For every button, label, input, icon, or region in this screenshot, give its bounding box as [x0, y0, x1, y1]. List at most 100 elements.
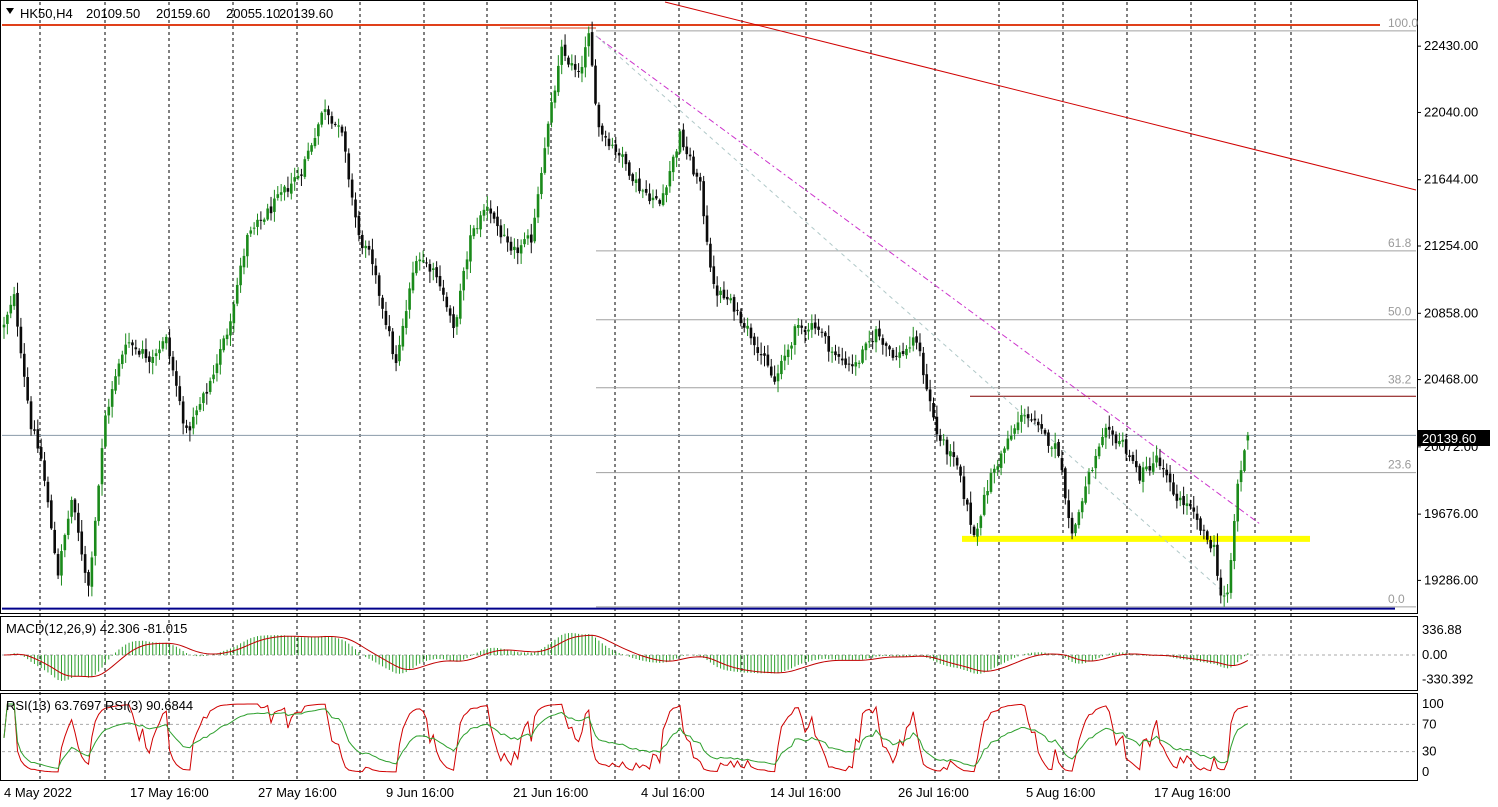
header-open: 20109.50 — [86, 6, 140, 21]
candle-117 — [398, 335, 401, 366]
candle-273 — [925, 363, 929, 392]
candle-315 — [1067, 489, 1070, 529]
candle-1 — [6, 311, 9, 335]
candle-284 — [962, 465, 966, 506]
price-tick-2: 21644.00 — [1424, 172, 1478, 187]
candle-277 — [938, 428, 942, 447]
candle-343 — [1162, 459, 1165, 478]
candle-91 — [310, 142, 313, 155]
candle-252 — [854, 354, 858, 376]
candle-62 — [212, 365, 215, 384]
candle-48 — [164, 334, 168, 350]
price-tick-0: 22430.00 — [1424, 38, 1478, 53]
candle-328 — [1111, 425, 1114, 446]
candle-281 — [952, 441, 956, 467]
candle-83 — [283, 184, 286, 201]
candle-333 — [1128, 449, 1131, 462]
candle-86 — [293, 167, 296, 191]
candle-190 — [644, 180, 648, 196]
candle-156 — [529, 223, 533, 254]
rsi-panel[interactable] — [0, 693, 1418, 781]
candle-3 — [12, 286, 16, 310]
candle-296 — [1003, 446, 1006, 464]
candle-119 — [404, 299, 408, 335]
candle-72 — [246, 233, 249, 268]
candle-47 — [161, 337, 165, 352]
rsi13-line — [3, 703, 1249, 769]
candle-228 — [773, 365, 776, 385]
candle-30 — [104, 411, 107, 448]
candle-241 — [817, 318, 820, 336]
candle-354 — [1199, 516, 1202, 536]
candle-9 — [33, 420, 36, 435]
price-panel[interactable] — [0, 0, 1418, 614]
candle-211 — [715, 276, 719, 307]
candle-100 — [340, 124, 344, 137]
candle-111 — [377, 272, 381, 306]
candle-5 — [19, 317, 23, 359]
rsi3-line — [3, 703, 1248, 773]
candle-159 — [540, 167, 543, 200]
macd-label: MACD(12,26,9) 42.306 -81.015 — [6, 621, 187, 636]
candle-139 — [472, 225, 476, 240]
candle-146 — [496, 206, 499, 236]
dashed-trend-line[interactable] — [595, 35, 1261, 525]
candle-346 — [1172, 473, 1175, 497]
symbol-dropdown-icon[interactable] — [6, 8, 14, 14]
candle-115 — [391, 327, 394, 360]
candle-129 — [438, 265, 442, 291]
candle-280 — [949, 444, 952, 467]
candle-323 — [1094, 449, 1098, 479]
rsi-label: RSI(13) 63.7697 RSI(3) 90.6844 — [6, 698, 193, 713]
candle-50 — [171, 351, 175, 377]
candle-44 — [151, 349, 155, 375]
candle-231 — [783, 344, 787, 371]
macd-panel[interactable] — [0, 616, 1418, 691]
candle-24 — [83, 545, 87, 584]
candle-217 — [736, 302, 739, 316]
candle-269 — [911, 326, 915, 352]
candle-317 — [1074, 522, 1077, 537]
candle-307 — [1040, 414, 1043, 435]
candle-126 — [428, 259, 432, 283]
candle-56 — [191, 407, 195, 435]
candle-236 — [800, 319, 803, 335]
candle-325 — [1101, 428, 1104, 448]
candle-192 — [651, 189, 655, 209]
candle-155 — [526, 229, 530, 245]
candle-157 — [533, 208, 536, 244]
candle-301 — [1020, 405, 1023, 433]
candle-8 — [29, 396, 33, 436]
candle-16 — [56, 548, 60, 580]
candle-302 — [1023, 408, 1027, 424]
candle-167 — [567, 55, 570, 68]
candle-148 — [502, 224, 506, 237]
candle-319 — [1080, 497, 1084, 519]
candle-314 — [1064, 466, 1067, 505]
rsi-tick-0: 0 — [1422, 764, 1429, 779]
candle-60 — [205, 383, 209, 405]
candle-212 — [719, 287, 722, 304]
candle-214 — [726, 289, 729, 306]
candle-220 — [746, 317, 749, 337]
candle-13 — [46, 476, 50, 508]
candle-176 — [597, 102, 601, 137]
candle-143 — [486, 196, 489, 220]
candle-163 — [553, 85, 557, 109]
candle-290 — [982, 487, 986, 517]
price-tick-3: 21254.00 — [1424, 238, 1478, 253]
candle-131 — [445, 292, 449, 312]
candle-216 — [732, 294, 736, 321]
time-label-6: 14 Jul 16:00 — [770, 785, 841, 800]
candle-179 — [607, 132, 611, 151]
candle-218 — [739, 308, 743, 327]
candle-166 — [563, 34, 567, 62]
candle-285 — [966, 497, 969, 512]
candle-22 — [77, 503, 80, 542]
candle-366 — [1239, 460, 1243, 492]
candle-124 — [421, 250, 425, 264]
candle-84 — [286, 176, 290, 198]
candle-85 — [290, 172, 293, 200]
long-trend-line[interactable] — [664, 1, 1417, 191]
